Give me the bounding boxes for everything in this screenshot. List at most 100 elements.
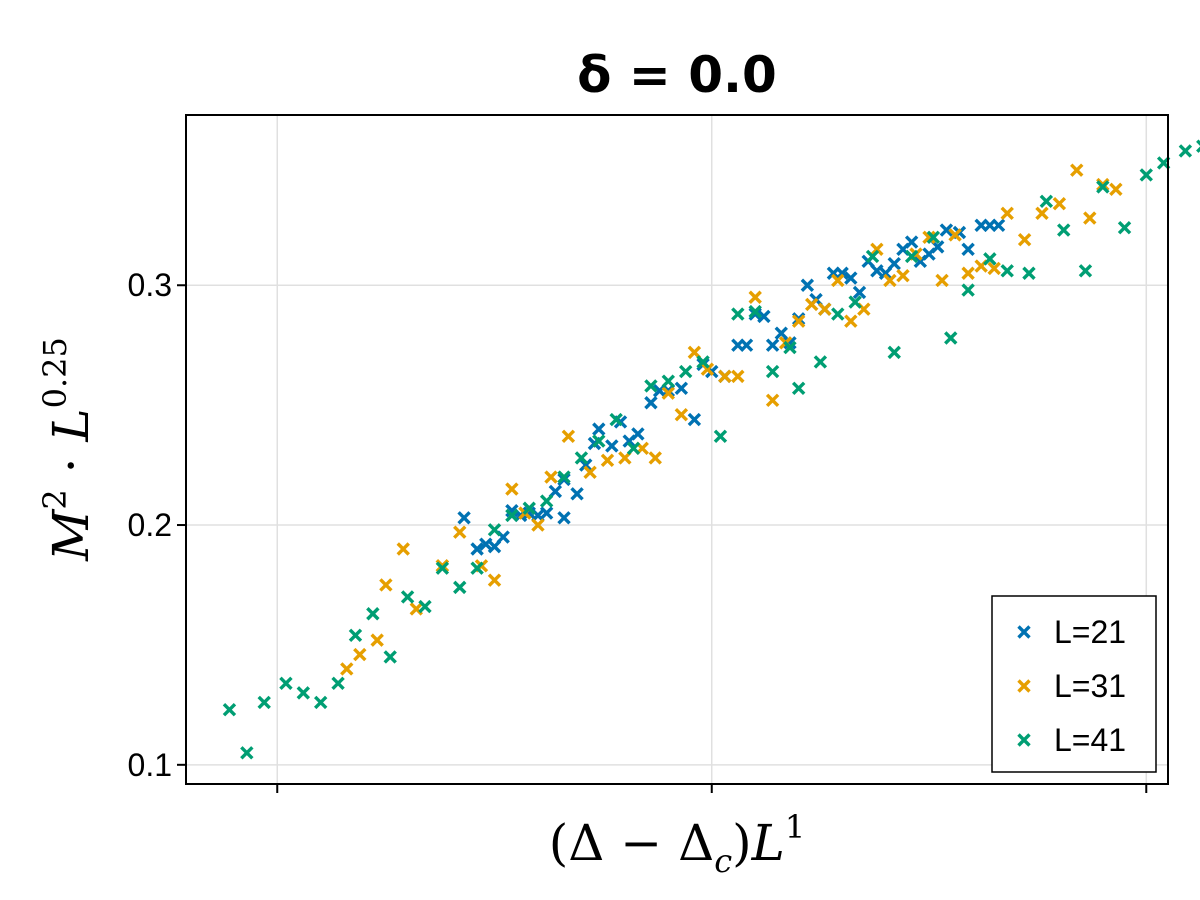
point-series-1-37 bbox=[883, 273, 897, 288]
point-series-1-26 bbox=[731, 369, 745, 384]
point-series-1-11 bbox=[505, 482, 519, 496]
y-tick-label-2: 0.3 bbox=[128, 267, 172, 303]
point-series-2-23 bbox=[626, 441, 641, 456]
point-series-2-0 bbox=[222, 702, 237, 717]
point-series-2-5 bbox=[313, 695, 328, 710]
point-series-2-35 bbox=[831, 307, 845, 321]
point-series-0-33 bbox=[765, 338, 780, 352]
point-series-2-18 bbox=[539, 494, 554, 508]
point-series-2-2 bbox=[257, 695, 271, 710]
point-series-2-45 bbox=[1022, 266, 1036, 280]
y-tick-label-1: 0.2 bbox=[128, 507, 172, 543]
point-series-1-48 bbox=[1035, 206, 1049, 221]
point-series-2-6 bbox=[331, 676, 345, 690]
point-series-1-27 bbox=[748, 290, 762, 304]
point-series-1-21 bbox=[661, 386, 676, 400]
point-series-1-8 bbox=[453, 525, 467, 539]
point-series-2-24 bbox=[644, 379, 658, 393]
y-tick-label-0: 0.1 bbox=[128, 747, 172, 783]
point-series-2-33 bbox=[791, 381, 806, 396]
point-series-1-22 bbox=[674, 408, 689, 422]
y-axis-label-text: M2 · L0.25 bbox=[36, 337, 100, 562]
point-series-2-32 bbox=[783, 340, 797, 355]
legend: L=21 L=31 L=41 bbox=[991, 595, 1157, 773]
point-series-0-43 bbox=[852, 285, 867, 300]
point-series-2-11 bbox=[418, 599, 432, 614]
point-series-2-19 bbox=[557, 470, 571, 484]
point-series-0-24 bbox=[674, 381, 689, 396]
point-series-0-41 bbox=[835, 266, 849, 280]
legend-label-1: L=31 bbox=[1054, 668, 1126, 704]
point-series-2-22 bbox=[609, 412, 623, 427]
y-axis-label: M2 · L0.25 bbox=[36, 337, 100, 562]
point-series-1-25 bbox=[718, 369, 732, 384]
point-series-2-37 bbox=[865, 249, 880, 264]
point-series-2-49 bbox=[1096, 180, 1110, 194]
point-series-0-37 bbox=[800, 278, 815, 292]
point-series-1-36 bbox=[870, 242, 884, 256]
point-series-2-31 bbox=[765, 364, 780, 379]
point-series-2-30 bbox=[748, 304, 762, 319]
point-series-2-21 bbox=[592, 434, 606, 448]
point-series-1-13 bbox=[531, 518, 545, 532]
point-series-1-45 bbox=[987, 261, 1001, 276]
point-series-0-49 bbox=[904, 235, 919, 249]
point-series-2-3 bbox=[279, 676, 293, 690]
point-series-1-33 bbox=[831, 273, 845, 288]
point-series-0-12 bbox=[557, 511, 571, 525]
point-series-0-32 bbox=[757, 309, 771, 324]
legend-marker-1 bbox=[1017, 679, 1031, 693]
point-series-0-21 bbox=[644, 396, 658, 410]
point-series-2-25 bbox=[661, 374, 676, 388]
point-series-2-46 bbox=[1039, 194, 1054, 209]
point-series-2-40 bbox=[926, 230, 941, 244]
data-points bbox=[222, 139, 1200, 760]
point-series-2-53 bbox=[1178, 144, 1193, 158]
point-series-0-25 bbox=[687, 412, 702, 427]
point-series-0-20 bbox=[631, 427, 645, 441]
point-series-1-43 bbox=[961, 266, 975, 280]
point-series-1-34 bbox=[844, 314, 858, 328]
point-series-0-47 bbox=[887, 256, 901, 271]
legend-label-0: L=21 bbox=[1054, 614, 1126, 650]
point-series-2-27 bbox=[696, 355, 710, 369]
point-series-2-38 bbox=[887, 345, 901, 360]
point-series-1-24 bbox=[700, 362, 715, 376]
point-series-2-13 bbox=[453, 580, 467, 595]
point-series-1-2 bbox=[370, 633, 384, 647]
axis-ticks: 0.1 0.2 0.3 bbox=[128, 267, 1148, 793]
point-series-2-10 bbox=[400, 590, 415, 604]
chart-title: δ = 0.0 bbox=[577, 46, 777, 104]
point-series-2-42 bbox=[961, 283, 975, 297]
point-series-2-43 bbox=[983, 252, 997, 266]
point-series-2-50 bbox=[1117, 220, 1132, 235]
point-series-0-9 bbox=[539, 506, 554, 520]
point-series-1-31 bbox=[804, 297, 819, 312]
legend-marker-0 bbox=[1017, 625, 1031, 639]
point-series-0-42 bbox=[844, 271, 858, 285]
point-series-2-51 bbox=[1139, 168, 1153, 182]
point-series-1-42 bbox=[948, 228, 962, 242]
point-series-1-16 bbox=[583, 465, 597, 479]
point-series-0-14 bbox=[579, 458, 593, 472]
point-series-1-3 bbox=[379, 578, 393, 592]
point-series-1-32 bbox=[818, 302, 832, 316]
point-series-2-39 bbox=[904, 249, 919, 264]
point-series-0-1 bbox=[470, 542, 484, 556]
point-series-1-14 bbox=[544, 470, 558, 484]
point-series-1-50 bbox=[1070, 163, 1084, 177]
point-series-2-34 bbox=[813, 355, 828, 369]
point-series-2-48 bbox=[1078, 264, 1093, 278]
point-series-0-58 bbox=[991, 218, 1006, 233]
point-series-0-30 bbox=[739, 338, 754, 352]
legend-label-2: L=41 bbox=[1054, 722, 1126, 758]
point-series-0-2 bbox=[479, 537, 493, 551]
point-series-1-41 bbox=[935, 273, 949, 288]
point-series-0-13 bbox=[570, 487, 584, 501]
point-series-2-20 bbox=[574, 451, 589, 465]
point-series-0-35 bbox=[783, 336, 797, 350]
point-series-1-38 bbox=[896, 268, 910, 283]
point-series-2-28 bbox=[713, 429, 728, 444]
point-series-0-5 bbox=[505, 503, 519, 518]
